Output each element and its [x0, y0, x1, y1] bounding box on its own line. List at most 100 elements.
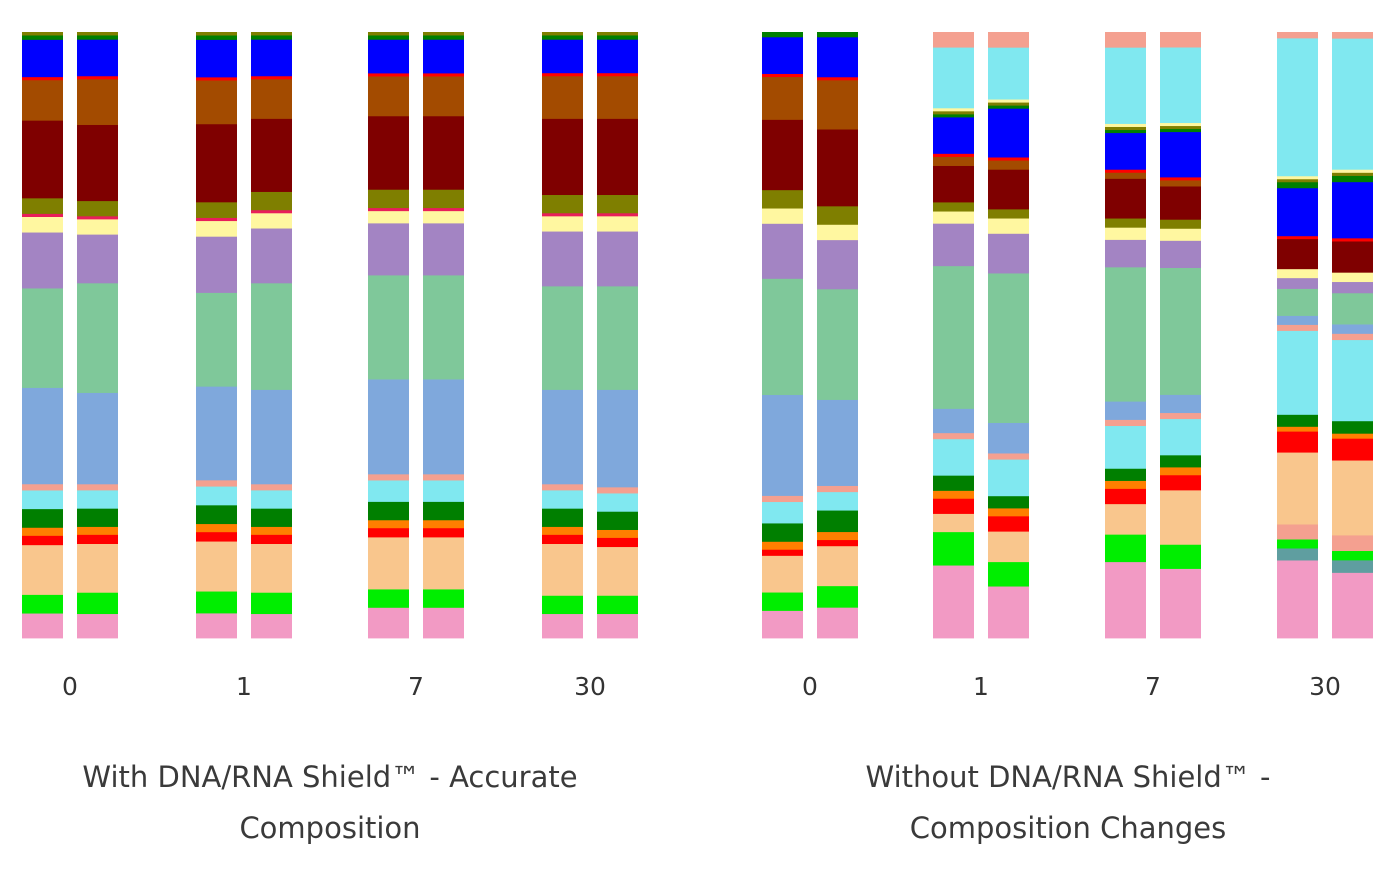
with-shield-bar-1-rep2-segment-11 [251, 212, 292, 229]
without-shield-bar-30-rep2-segment-20 [1332, 175, 1373, 183]
without-shield-bar-1-rep2-segment-22 [988, 99, 1029, 103]
without-shield-bar-30-rep1-segment-0 [1277, 560, 1318, 639]
without-shield-bar-1-rep1-segment-13 [933, 223, 974, 267]
without-shield-bar-30-rep2-segment-7 [1332, 433, 1373, 439]
with-shield-bar-0-rep1-segment-13 [22, 197, 63, 214]
with-shield-bar-30-rep1-segment-13 [542, 194, 583, 214]
without-shield-bar-30-rep2-segment-5 [1332, 460, 1373, 536]
with-shield-bar-30-rep2-segment-11 [597, 215, 638, 232]
with-shield-bar-0-rep2-segment-6 [77, 490, 118, 509]
without-shield-bar-30-rep2-segment-2 [1332, 559, 1373, 573]
without-shield-bar-7-rep1-segment-8 [1105, 468, 1146, 481]
without-shield-bar-1-rep1-segment-10 [933, 432, 974, 440]
with-shield-bar-30-rep1-segment-14 [542, 118, 583, 196]
with-shield-bar-0-rep2-segment-19 [77, 32, 118, 36]
without-shield-bar-1-rep2-segment-13 [988, 233, 1029, 274]
with-shield-bar-1-rep1-segment-17 [196, 39, 237, 78]
without-shield-bar-0-rep2-segment-15 [817, 205, 858, 225]
with-shield-bar-0-rep2-segment-1 [77, 592, 118, 615]
without-shield-bar-30-rep2-segment-16 [1332, 241, 1373, 273]
with-shield-bar-7-rep2-segment-8 [423, 379, 464, 475]
with-shield-bar-7-rep1-segment-16 [368, 73, 409, 77]
with-shield-bar-0-rep2-segment-18 [77, 35, 118, 40]
without-shield-bar-7-rep2-segment-10 [1160, 412, 1201, 420]
without-shield-bar-1-rep2-segment-15 [988, 208, 1029, 219]
with-shield-tick-label-1: 1 [236, 672, 252, 701]
without-shield-bar-30-rep2-segment-12 [1332, 292, 1373, 325]
with-shield-bar-7-rep1-segment-15 [368, 76, 409, 117]
without-shield-bar-30-rep1-segment-14 [1277, 268, 1318, 279]
with-shield-bar-1-rep1-segment-3 [196, 531, 237, 542]
with-shield-bar-1-rep2-segment-4 [251, 526, 292, 535]
without-shield-bar-7-rep2-segment-5 [1160, 489, 1201, 545]
without-shield-bar-7-rep2-segment-8 [1160, 454, 1201, 468]
with-shield-bar-1-rep2-segment-17 [251, 39, 292, 77]
with-shield-bar-7-rep2-segment-15 [423, 76, 464, 117]
with-shield-bar-7-rep1-segment-12 [368, 207, 409, 212]
with-shield-bar-7-rep2-segment-5 [423, 501, 464, 521]
without-shield-bar-30-rep2-segment-10 [1332, 333, 1373, 341]
with-shield-bar-0-rep2-segment-5 [77, 508, 118, 527]
without-shield-bar-0-rep2-segment-11 [817, 399, 858, 486]
without-shield-bar-1-rep2-segment-1 [988, 561, 1029, 587]
without-shield-bar-7-rep1-segment-15 [1105, 218, 1146, 228]
without-shield-bar-7-rep2-segment-15 [1160, 219, 1201, 229]
without-shield-bar-0-rep1-segment-15 [762, 189, 803, 209]
with-shield-bar-30-rep2-segment-18 [597, 35, 638, 40]
without-shield-bar-7-rep2-segment-0 [1160, 568, 1201, 639]
with-shield-bar-30-rep2-segment-3 [597, 537, 638, 548]
without-shield-bar-0-rep1-segment-9 [762, 501, 803, 524]
with-shield-bar-1-rep1-segment-14 [196, 123, 237, 203]
with-shield-bar-0-rep1-segment-10 [22, 232, 63, 289]
with-shield-bar-30-rep2-segment-2 [597, 546, 638, 596]
without-shield-bar-30-rep1-segment-13 [1277, 277, 1318, 289]
with-shield-bar-0-rep1-segment-8 [22, 387, 63, 485]
without-shield-bar-1-rep1-segment-21 [933, 110, 974, 115]
with-shield-bar-0-rep1-segment-4 [22, 527, 63, 536]
with-shield-bar-1-rep1-segment-15 [196, 80, 237, 125]
without-shield-bar-7-rep1-segment-24 [1105, 32, 1146, 48]
without-shield-bar-30-rep1-segment-6 [1277, 431, 1318, 453]
with-shield-bar-30-rep1-segment-11 [542, 215, 583, 232]
without-shield-bar-30-rep2-segment-0 [1332, 572, 1373, 639]
without-shield-bar-1-rep2-segment-16 [988, 169, 1029, 210]
without-shield-bar-7-rep1-segment-5 [1105, 503, 1146, 535]
without-shield-bar-0-rep1-segment-18 [762, 73, 803, 78]
with-shield-bar-0-rep2-segment-12 [77, 215, 118, 220]
without-shield-bar-7-rep2-segment-22 [1160, 122, 1201, 127]
without-shield-bar-0-rep2-segment-7 [817, 531, 858, 541]
with-shield-bar-1-rep2-segment-10 [251, 228, 292, 284]
with-shield-bar-1-rep1-segment-6 [196, 486, 237, 506]
with-shield-bar-30-rep1-segment-9 [542, 285, 583, 390]
with-shield-bar-1-rep2-segment-1 [251, 592, 292, 615]
with-shield-bar-30-rep1-segment-19 [542, 32, 583, 36]
with-shield-bar-30-rep1-segment-2 [542, 543, 583, 596]
with-shield-bar-0-rep1-segment-2 [22, 544, 63, 595]
with-shield-bar-1-rep2-segment-2 [251, 543, 292, 593]
without-shield-bar-0-rep1-segment-12 [762, 278, 803, 396]
without-shield-bar-7-rep2-segment-20 [1160, 128, 1201, 133]
without-shield-bar-0-rep1-segment-17 [762, 76, 803, 120]
without-shield-bar-30-rep1-segment-12 [1277, 288, 1318, 316]
with-shield-bar-7-rep1-segment-6 [368, 480, 409, 502]
with-shield-bar-1-rep1-segment-16 [196, 76, 237, 81]
with-shield-tick-label-0: 0 [62, 672, 78, 701]
without-shield-bar-30-rep2-segment-23 [1332, 38, 1373, 170]
without-shield-bar-1-rep2-segment-20 [988, 105, 1029, 109]
with-shield-bar-7-rep1-segment-14 [368, 115, 409, 190]
without-shield-bar-0-rep2-segment-18 [817, 76, 858, 81]
with-shield-bar-30-rep1-segment-17 [542, 39, 583, 74]
with-shield-bar-1-rep2-segment-5 [251, 508, 292, 527]
without-shield-bar-0-rep1-segment-16 [762, 119, 803, 191]
with-shield-bar-30-rep2-segment-1 [597, 595, 638, 615]
without-shield-tick-label-30: 30 [1309, 672, 1341, 701]
with-shield-bar-30-rep1-segment-12 [542, 212, 583, 217]
with-shield-bar-1-rep2-segment-8 [251, 389, 292, 485]
with-shield-bar-7-rep2-segment-3 [423, 527, 464, 538]
without-shield-bar-1-rep1-segment-14 [933, 211, 974, 224]
without-shield-bar-1-rep2-segment-8 [988, 495, 1029, 509]
without-shield-bar-7-rep1-segment-11 [1105, 401, 1146, 420]
without-shield-bar-7-rep1-segment-23 [1105, 47, 1146, 124]
with-shield-bar-1-rep1-segment-10 [196, 236, 237, 293]
with-shield-bar-1-rep2-segment-18 [251, 35, 292, 40]
